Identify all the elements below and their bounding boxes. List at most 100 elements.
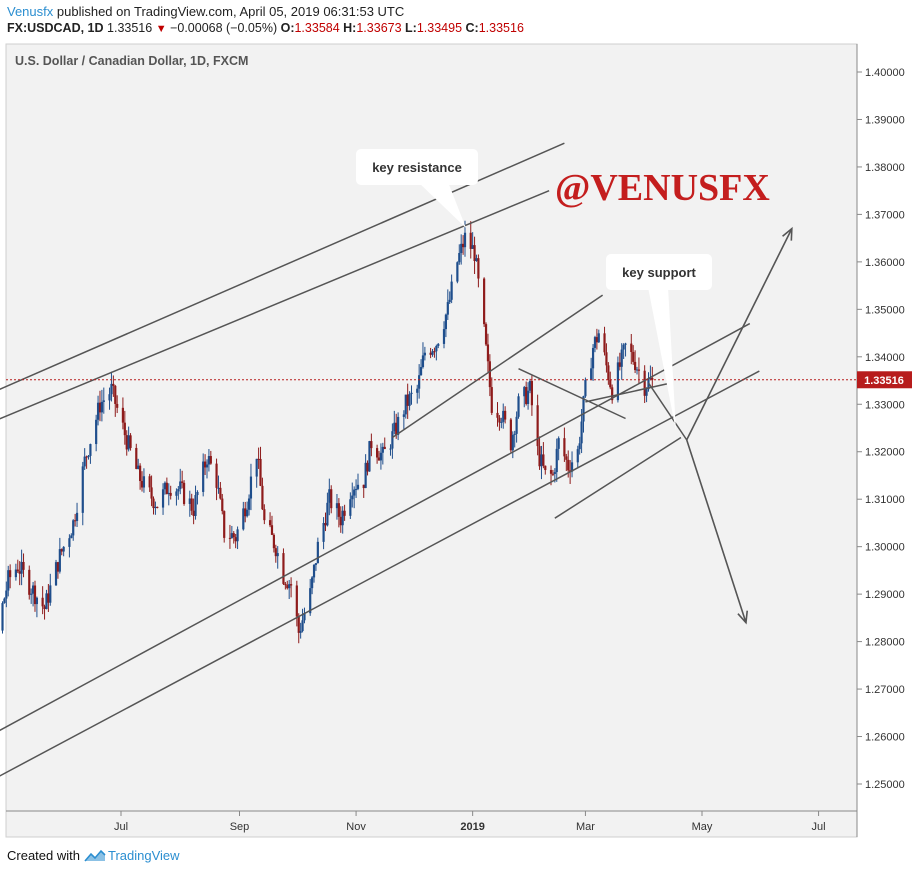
- venusfx-watermark: @VENUSFX: [555, 167, 770, 209]
- candle: [43, 604, 46, 620]
- minor-lower-line[interactable]: [554, 436, 682, 519]
- callout-key-resistance[interactable]: key resistance: [356, 149, 478, 228]
- candle: [326, 492, 329, 527]
- candle: [58, 537, 61, 574]
- wedge-bottom-line[interactable]: [585, 382, 672, 403]
- time-tick-label: Sep: [230, 821, 250, 833]
- candle: [419, 359, 423, 376]
- candle: [163, 481, 167, 495]
- price-tick-label: 1.29000: [865, 589, 905, 601]
- candle: [16, 559, 19, 574]
- candle: [339, 506, 342, 533]
- candle: [1, 601, 4, 634]
- drop-arrow-line[interactable]: [647, 382, 688, 441]
- candle: [209, 450, 212, 465]
- candle: [634, 350, 637, 374]
- callout-pointer: [648, 287, 676, 431]
- minor-upper-line[interactable]: [391, 294, 604, 439]
- low-label: L:: [405, 21, 417, 35]
- candle: [299, 622, 302, 639]
- candle: [607, 362, 610, 385]
- candle: [276, 546, 279, 569]
- candle: [47, 583, 50, 612]
- price-tick-label: 1.40000: [865, 67, 905, 79]
- candle: [316, 537, 319, 564]
- candle: [152, 496, 155, 515]
- time-tick-label: Jul: [114, 821, 128, 833]
- mid-channel-line[interactable]: [0, 322, 751, 758]
- candle: [324, 512, 327, 532]
- candle: [45, 589, 48, 610]
- candle: [125, 430, 128, 456]
- wedge-top-line[interactable]: [518, 367, 626, 420]
- key-resistance-label: key resistance: [372, 160, 462, 175]
- candle: [274, 544, 277, 563]
- footer: Created with TradingView: [7, 848, 180, 863]
- candle: [137, 458, 140, 470]
- lower-channel-line[interactable]: [0, 370, 760, 803]
- created-with-text: Created with: [7, 848, 80, 863]
- callout-key-support[interactable]: key support: [606, 254, 712, 431]
- candle: [370, 433, 373, 457]
- upper-channel-line-outer[interactable]: [0, 142, 565, 411]
- candle: [366, 460, 369, 476]
- key-support-label: key support: [622, 265, 696, 280]
- candle: [525, 381, 528, 406]
- candle: [469, 221, 472, 259]
- candle: [232, 531, 235, 544]
- candle: [486, 333, 490, 372]
- candle: [247, 494, 251, 516]
- candle: [410, 385, 413, 405]
- time-tick-label: Nov: [346, 821, 366, 833]
- time-axis[interactable]: Jul Sep Nov 2019 Mar May Jul: [114, 811, 826, 833]
- price-axis[interactable]: 1.25000 1.26000 1.27000 1.28000 1.29000 1.300…: [857, 67, 905, 791]
- trendlines-layer: [0, 142, 793, 803]
- candle: [72, 519, 75, 541]
- candle: [565, 453, 568, 471]
- candle: [219, 481, 222, 500]
- bullish-arrow[interactable]: [685, 226, 793, 441]
- candle: [611, 384, 614, 404]
- candle: [161, 483, 165, 515]
- candle: [570, 451, 574, 478]
- author-name[interactable]: Venusfx: [7, 4, 54, 19]
- bearish-arrow[interactable]: [685, 439, 749, 625]
- candle: [322, 517, 325, 550]
- candle: [89, 443, 92, 464]
- candle: [429, 347, 432, 359]
- candle: [475, 254, 478, 262]
- candle: [121, 397, 125, 430]
- publish-info: Venusfx published on TradingView.com, Ap…: [7, 4, 404, 19]
- candle: [154, 501, 157, 515]
- candle: [593, 335, 597, 353]
- candle: [578, 436, 581, 455]
- candle: [312, 564, 316, 583]
- candle: [517, 393, 520, 419]
- candle: [397, 412, 400, 441]
- candle: [444, 313, 448, 338]
- last-price: 1.33516: [107, 21, 153, 35]
- candle: [257, 447, 260, 469]
- candle: [632, 345, 635, 365]
- candle: [576, 445, 579, 469]
- candle: [551, 469, 555, 477]
- candle: [364, 454, 367, 489]
- candle: [591, 344, 595, 381]
- candle: [630, 333, 633, 365]
- tradingview-link[interactable]: TradingView: [107, 848, 180, 863]
- price-tick-label: 1.31000: [865, 494, 905, 506]
- candle: [504, 406, 507, 424]
- candle: [14, 563, 17, 581]
- candle: [268, 512, 272, 528]
- upper-channel-line-inner[interactable]: [0, 189, 550, 440]
- candle: [353, 486, 356, 509]
- candle: [167, 483, 170, 506]
- candle: [110, 371, 113, 402]
- close-value: 1.33516: [478, 21, 524, 35]
- price-tick-label: 1.33000: [865, 399, 905, 411]
- candle: [488, 354, 491, 397]
- candle: [150, 475, 153, 507]
- candle: [127, 426, 130, 452]
- candle: [402, 410, 405, 430]
